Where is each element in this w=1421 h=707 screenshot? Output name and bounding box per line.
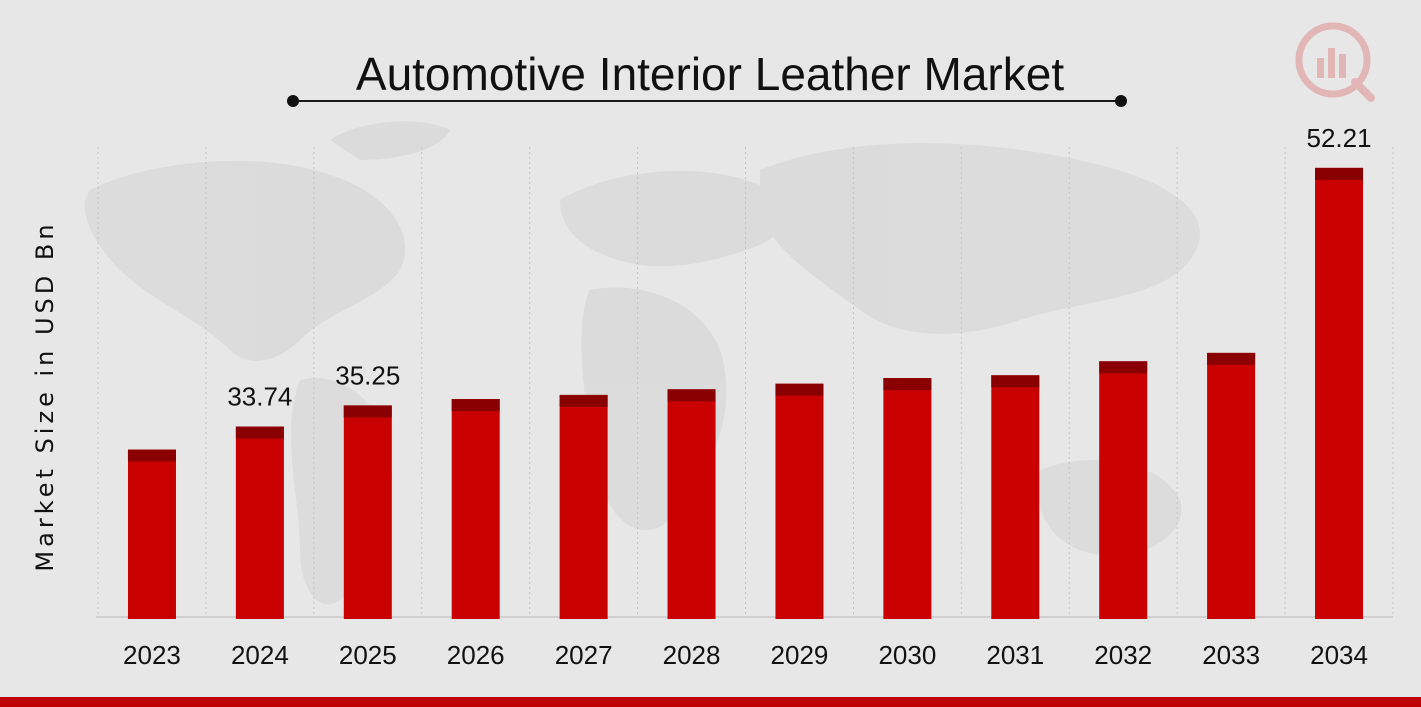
bar-2031 bbox=[991, 375, 1040, 619]
bar-2030 bbox=[883, 378, 932, 619]
bar-body bbox=[451, 399, 500, 619]
x-tick-2034: 2034 bbox=[1310, 640, 1368, 670]
bar-body bbox=[775, 383, 824, 619]
x-tick-2030: 2030 bbox=[878, 640, 936, 670]
bar-2032 bbox=[1099, 361, 1148, 619]
bar-body bbox=[235, 426, 284, 619]
bar-cap bbox=[127, 449, 176, 462]
bar-body bbox=[559, 394, 608, 619]
bar-cap bbox=[1207, 352, 1256, 365]
bar-2033 bbox=[1207, 352, 1256, 619]
bar-body bbox=[883, 378, 932, 619]
y-axis-label: Market Size in USD Bn bbox=[31, 220, 59, 571]
x-tick-2033: 2033 bbox=[1202, 640, 1260, 670]
data-label-2034: 52.21 bbox=[1307, 123, 1372, 153]
bar-2027 bbox=[559, 394, 608, 619]
title-underline-left-dot bbox=[287, 95, 299, 107]
bar-cap bbox=[1315, 167, 1364, 180]
data-labels: 33.74 35.25 52.21 bbox=[227, 123, 1371, 412]
bar-cap bbox=[343, 405, 392, 418]
x-tick-2027: 2027 bbox=[555, 640, 613, 670]
bar-cap bbox=[991, 375, 1040, 388]
data-label-2024: 33.74 bbox=[227, 382, 292, 412]
bar-cap bbox=[775, 383, 824, 396]
x-tick-labels: 2023 2024 2025 2026 2027 2028 2029 2030 2031 2032… bbox=[123, 640, 1368, 670]
bar-cap bbox=[235, 426, 284, 439]
bar-2023 bbox=[127, 449, 176, 619]
bar-2034 bbox=[1315, 167, 1364, 619]
footer-bar bbox=[0, 697, 1421, 707]
bar-2028 bbox=[667, 389, 716, 619]
bar-2025 bbox=[343, 405, 392, 619]
bar-cap bbox=[559, 394, 608, 407]
bar-2029 bbox=[775, 383, 824, 619]
x-tick-2023: 2023 bbox=[123, 640, 181, 670]
bar-body bbox=[1207, 352, 1256, 619]
bar-2024 bbox=[235, 426, 284, 619]
bar-cap bbox=[451, 399, 500, 412]
bar-cap bbox=[1099, 361, 1148, 374]
bar-cap bbox=[667, 389, 716, 402]
bar-body bbox=[343, 405, 392, 619]
x-tick-2025: 2025 bbox=[339, 640, 397, 670]
title-underline-right-dot bbox=[1115, 95, 1127, 107]
bar-body bbox=[667, 389, 716, 619]
x-tick-2026: 2026 bbox=[447, 640, 505, 670]
chart-title: Automotive Interior Leather Market bbox=[356, 48, 1064, 100]
bar-2026 bbox=[451, 399, 500, 619]
bar-body bbox=[1315, 167, 1364, 619]
x-tick-2024: 2024 bbox=[231, 640, 289, 670]
x-tick-2029: 2029 bbox=[771, 640, 829, 670]
bars bbox=[127, 167, 1364, 619]
brand-logo-icon bbox=[1295, 22, 1375, 102]
x-tick-2028: 2028 bbox=[663, 640, 721, 670]
x-tick-2031: 2031 bbox=[986, 640, 1044, 670]
bar-body bbox=[127, 449, 176, 619]
bar-body bbox=[1099, 361, 1148, 619]
x-tick-2032: 2032 bbox=[1094, 640, 1152, 670]
bar-cap bbox=[883, 378, 932, 391]
gridlines bbox=[97, 147, 1394, 617]
data-label-2025: 35.25 bbox=[335, 360, 400, 390]
bar-body bbox=[991, 375, 1040, 619]
